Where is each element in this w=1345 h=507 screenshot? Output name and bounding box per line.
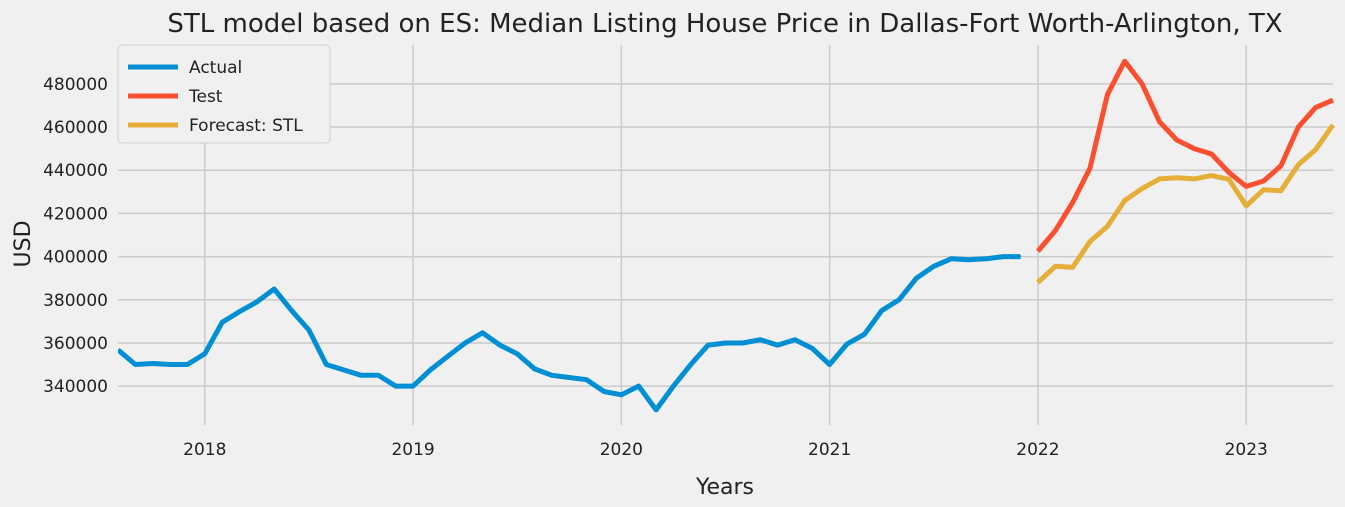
x-axis-ticks: 2018 2019 2020 2021 2022 2023 [183,440,1268,460]
y-tick-label: 400000 [43,248,108,268]
legend-label: Test [188,87,223,107]
y-tick-label: 460000 [43,118,108,138]
y-tick-label: 360000 [43,334,108,354]
x-tick-label: 2018 [183,440,226,460]
x-tick-label: 2019 [391,440,434,460]
series-lines [118,58,1336,413]
x-tick-label: 2022 [1016,440,1059,460]
y-tick-label: 440000 [43,161,108,181]
chart-title: STL model based on ES: Median Listing Ho… [167,9,1282,39]
legend: Actual Test Forecast: STL [117,44,331,144]
series-line-2 [1036,123,1336,285]
grid [118,45,1333,425]
series-line-1 [1035,58,1334,253]
x-axis-label: Years [695,475,754,500]
y-tick-label: 380000 [43,291,108,311]
legend-label: Actual [189,58,242,78]
x-tick-label: 2023 [1225,440,1268,460]
legend-label: Forecast: STL [189,116,303,136]
y-tick-label: 340000 [43,377,108,397]
x-tick-label: 2021 [808,440,851,460]
y-tick-label: 420000 [43,204,108,224]
y-axis-ticks: 340000 360000 380000 400000 420000 440000 4600… [43,75,108,397]
y-tick-label: 480000 [43,75,108,95]
x-tick-label: 2020 [600,440,643,460]
y-axis-label: USD [11,220,36,267]
series-line-0 [118,254,1021,413]
